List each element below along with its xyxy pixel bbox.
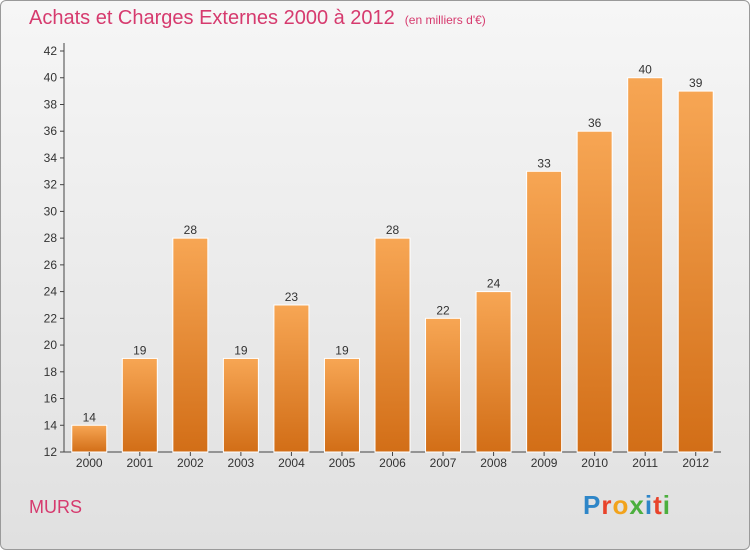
x-tick-label: 2001: [126, 456, 153, 470]
x-tick-label: 2008: [480, 456, 507, 470]
y-tick-label: 24: [44, 285, 58, 299]
y-tick-label: 12: [44, 445, 58, 459]
bar-value-label: 22: [436, 303, 450, 317]
y-tick-label: 26: [44, 258, 58, 272]
bar: [425, 317, 462, 453]
x-tick-label: 2012: [682, 456, 709, 470]
y-tick-label: 34: [44, 151, 58, 165]
x-tick-label: 2010: [581, 456, 608, 470]
logo-letter: t: [653, 490, 663, 520]
y-tick-label: 30: [44, 204, 58, 218]
bar: [222, 357, 259, 453]
bar-value-label: 28: [184, 223, 198, 237]
chart-unit: (en milliers d'€): [404, 13, 486, 27]
logo-letter: i: [662, 490, 671, 520]
x-tick-label: 2011: [632, 456, 658, 470]
y-tick-label: 28: [44, 231, 58, 245]
y-tick-label: 40: [44, 71, 58, 85]
bar: [273, 304, 310, 453]
y-tick-label: 36: [44, 124, 58, 138]
bar: [627, 77, 664, 453]
y-tick-label: 14: [44, 418, 58, 432]
bar-value-label: 14: [83, 410, 97, 424]
bar-value-label: 24: [487, 277, 501, 291]
logo-letter: i: [644, 490, 654, 520]
proxiti-logo: Proxiti: [583, 490, 671, 521]
x-tick-label: 2005: [329, 456, 356, 470]
bar-value-label: 36: [588, 116, 602, 130]
bar: [526, 170, 563, 453]
y-tick-label: 20: [44, 338, 58, 352]
logo-letter: o: [612, 490, 630, 520]
y-tick-label: 32: [44, 178, 58, 192]
x-tick-label: 2009: [531, 456, 558, 470]
bar: [121, 357, 158, 453]
y-tick-label: 22: [44, 311, 58, 325]
bar: [576, 130, 613, 453]
y-tick-label: 42: [44, 44, 58, 58]
x-tick-label: 2003: [228, 456, 255, 470]
x-tick-label: 2007: [430, 456, 457, 470]
commune-name: MURS: [29, 497, 82, 517]
logo-letter: P: [583, 490, 602, 520]
x-tick-label: 2006: [379, 456, 406, 470]
logo-letter: r: [601, 490, 613, 520]
bar: [172, 237, 209, 453]
bar: [677, 90, 714, 453]
x-tick-label: 2000: [76, 456, 103, 470]
bar: [475, 291, 512, 453]
y-tick-label: 18: [44, 365, 58, 379]
bar-value-label: 19: [133, 343, 147, 357]
bar-value-label: 28: [386, 223, 400, 237]
logo-letter: x: [629, 490, 645, 520]
chart-title: Achats et Charges Externes 2000 à 2012: [29, 7, 395, 29]
x-tick-label: 2002: [177, 456, 204, 470]
x-tick-label: 2004: [278, 456, 305, 470]
chart-title-block: Achats et Charges Externes 2000 à 2012 (e…: [29, 7, 486, 30]
bar-value-label: 23: [285, 290, 299, 304]
y-tick-label: 38: [44, 97, 58, 111]
y-tick-label: 16: [44, 392, 58, 406]
bar: [374, 237, 411, 453]
bar-value-label: 40: [639, 63, 653, 77]
bar-value-label: 33: [537, 156, 551, 170]
bar-value-label: 19: [335, 343, 349, 357]
bar-value-label: 19: [234, 343, 248, 357]
bar: [323, 357, 360, 453]
bar: [71, 424, 108, 453]
bar-value-label: 39: [689, 76, 703, 90]
